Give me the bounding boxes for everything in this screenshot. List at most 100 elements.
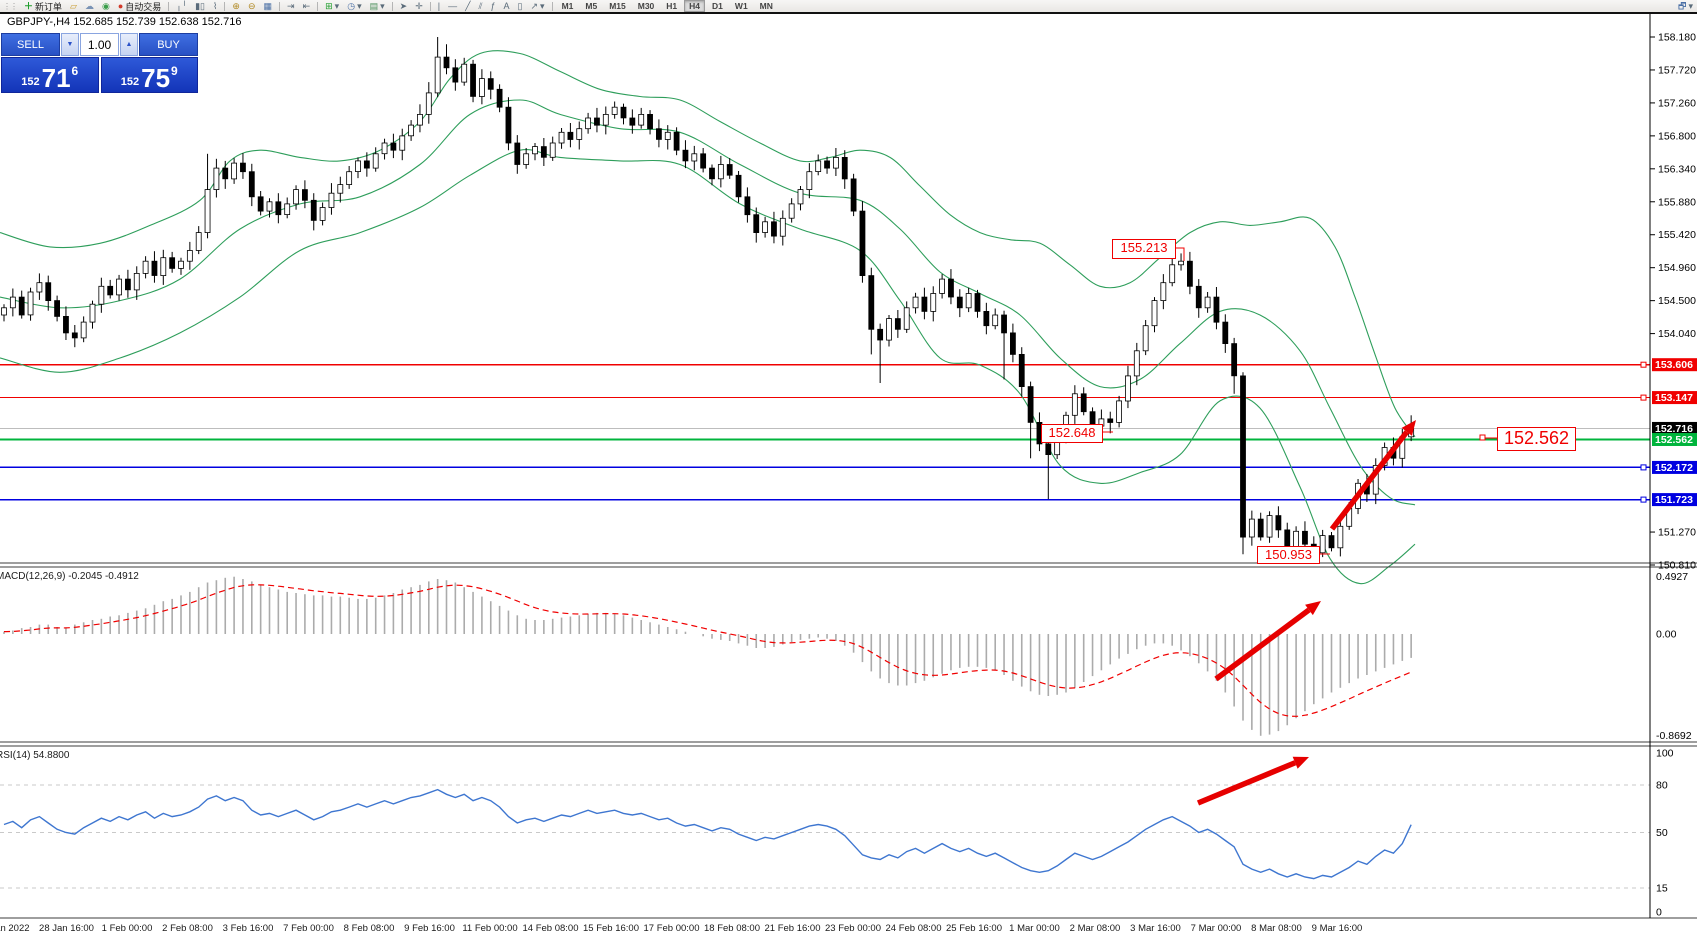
bullish-candle [1, 307, 7, 316]
price-annotation[interactable]: 150.953 [1257, 546, 1320, 564]
bearish-candle [1302, 530, 1308, 545]
bullish-candle [160, 257, 167, 277]
zoom-in-button[interactable]: ⊕ [228, 0, 244, 12]
bullish-candle [1178, 260, 1184, 266]
price-axis-badge-label: 151.723 [1655, 494, 1693, 506]
time-axis-label: 8 Feb 08:00 [344, 923, 395, 934]
bearish-candle [868, 275, 875, 330]
annotation-handle[interactable] [1479, 434, 1486, 441]
wallet-button[interactable]: ▱ [66, 0, 81, 12]
macd-trend-arrow[interactable] [1214, 607, 1311, 682]
bearish-candle [18, 296, 25, 316]
price-axis-label: 150.810 [1658, 560, 1696, 572]
line-handle[interactable] [1640, 361, 1647, 368]
volume-increase-button[interactable]: ▲ [120, 33, 138, 56]
cloud-button[interactable]: ☁ [81, 0, 98, 12]
chart-canvas[interactable]: 158.180 157.720 157.260 156.800 156.340 155.8… [0, 14, 1697, 936]
auto-scroll-button[interactable]: ⇥ [283, 0, 299, 12]
timeframe-button-W1[interactable]: W1 [734, 0, 748, 11]
chart-shift-icon: ⇤ [302, 1, 311, 11]
buy-price-display[interactable]: 152 75 9 [100, 57, 198, 93]
bearish-candle [496, 88, 503, 108]
new-order-button[interactable]: ＋ 新订单 [20, 0, 66, 12]
sell-price-display[interactable]: 152 71 6 [1, 57, 99, 93]
buy-button[interactable]: BUY [139, 33, 198, 56]
volume-decrease-button[interactable]: ▼ [61, 33, 79, 56]
auto-trading-button[interactable]: ● 自动交易 [114, 0, 165, 12]
bullish-candle [638, 114, 645, 126]
timeframe-button-H1[interactable]: H1 [666, 0, 678, 11]
timeframe-button-MN[interactable]: MN [759, 0, 773, 11]
sell-button[interactable]: SELL [1, 33, 60, 56]
timeframe-button-D1[interactable]: D1 [712, 0, 723, 11]
macd-signal-line [3, 584, 1412, 717]
trendline-tool-button[interactable]: ╱ [461, 0, 474, 12]
bar-chart-button[interactable]: ╷╵ [172, 0, 191, 12]
templates-button[interactable]: ▤ ▾ [366, 0, 389, 12]
bullish-candle [1142, 325, 1149, 352]
bearish-candle [125, 278, 131, 291]
cloud-icon: ☁ [84, 1, 94, 11]
bearish-candle [1222, 321, 1229, 345]
bullish-candle [1125, 375, 1131, 402]
text-tool-button[interactable]: A [500, 0, 514, 12]
chart-window-button[interactable]: 🗗 ▾ [1674, 0, 1697, 12]
bearish-candle [1080, 393, 1087, 413]
label-tool-button[interactable]: ▯ [514, 0, 527, 12]
toolbar-separator [279, 1, 281, 11]
bullish-candle [886, 318, 892, 341]
bollinger-middle-band [0, 99, 1416, 506]
time-axis-label: 21 Feb 16:00 [765, 923, 821, 934]
bearish-candle [363, 160, 370, 169]
price-annotation[interactable]: 152.562 [1497, 427, 1576, 451]
indicators-button[interactable]: ⊞ ▾ [321, 0, 343, 12]
bearish-candle [948, 278, 954, 298]
sell-price-pips: 71 [41, 63, 71, 93]
hline-tool-button[interactable]: — [444, 0, 461, 12]
bullish-candle [806, 171, 813, 190]
bullish-candle [912, 296, 919, 309]
tile-windows-button[interactable]: ▦ [260, 0, 277, 12]
candle-chart-button[interactable]: ▮▯ [191, 0, 209, 12]
chart-shift-button[interactable]: ⇤ [299, 0, 315, 12]
zoom-out-button[interactable]: ⊖ [244, 0, 260, 12]
bullish-candle [779, 217, 786, 237]
price-axis-badge [1652, 432, 1697, 446]
equidistant-channel-button[interactable]: ⫽ [475, 0, 487, 12]
rsi-line [3, 788, 1412, 880]
bullish-candle [178, 260, 184, 269]
price-annotation[interactable]: 152.648 [1041, 424, 1103, 443]
fibonacci-tool-button[interactable]: ƒ [487, 0, 500, 12]
timeframe-button-M5[interactable]: M5 [585, 0, 598, 11]
price-annotation[interactable]: 155.213 [1112, 239, 1176, 259]
bullish-candle [523, 153, 530, 165]
bearish-candle [1027, 386, 1034, 423]
bollinger-lower-band [0, 149, 1416, 585]
timeframe-button-M30[interactable]: M30 [637, 0, 655, 11]
main-trend-arrow[interactable] [1329, 430, 1410, 531]
bearish-candle [71, 332, 78, 339]
buy-price-integer: 152 [120, 76, 140, 88]
timeframe-button-M15[interactable]: M15 [609, 0, 626, 11]
crosshair-tool-button[interactable]: ✛ [411, 0, 427, 12]
toolbar-grip[interactable]: ⋮⋮ [3, 1, 18, 11]
timeframe-button-M1[interactable]: M1 [561, 0, 574, 11]
volume-input[interactable]: 1.00 [80, 33, 119, 56]
signal-button[interactable]: ◉ [98, 0, 114, 12]
line-chart-button[interactable]: ⌇ [209, 0, 221, 12]
cursor-tool-button[interactable]: ➤ [396, 0, 412, 12]
spinner-down-icon: ▼ [66, 41, 74, 48]
arrows-tool-button[interactable]: ↗ ▾ [527, 0, 549, 12]
toolbar-separator [391, 1, 393, 11]
line-handle[interactable] [1640, 496, 1647, 503]
toolbar-separator [317, 1, 319, 11]
timeframe-button-H4[interactable]: H4 [684, 0, 706, 12]
line-handle[interactable] [1640, 464, 1647, 471]
periods-button[interactable]: ◷ ▾ [343, 0, 365, 12]
vline-tool-button[interactable]: | [434, 0, 444, 12]
bearish-candle [656, 128, 662, 140]
line-handle[interactable] [1640, 394, 1647, 401]
rsi-trend-arrow[interactable] [1196, 760, 1297, 806]
bullish-candle [815, 160, 822, 172]
